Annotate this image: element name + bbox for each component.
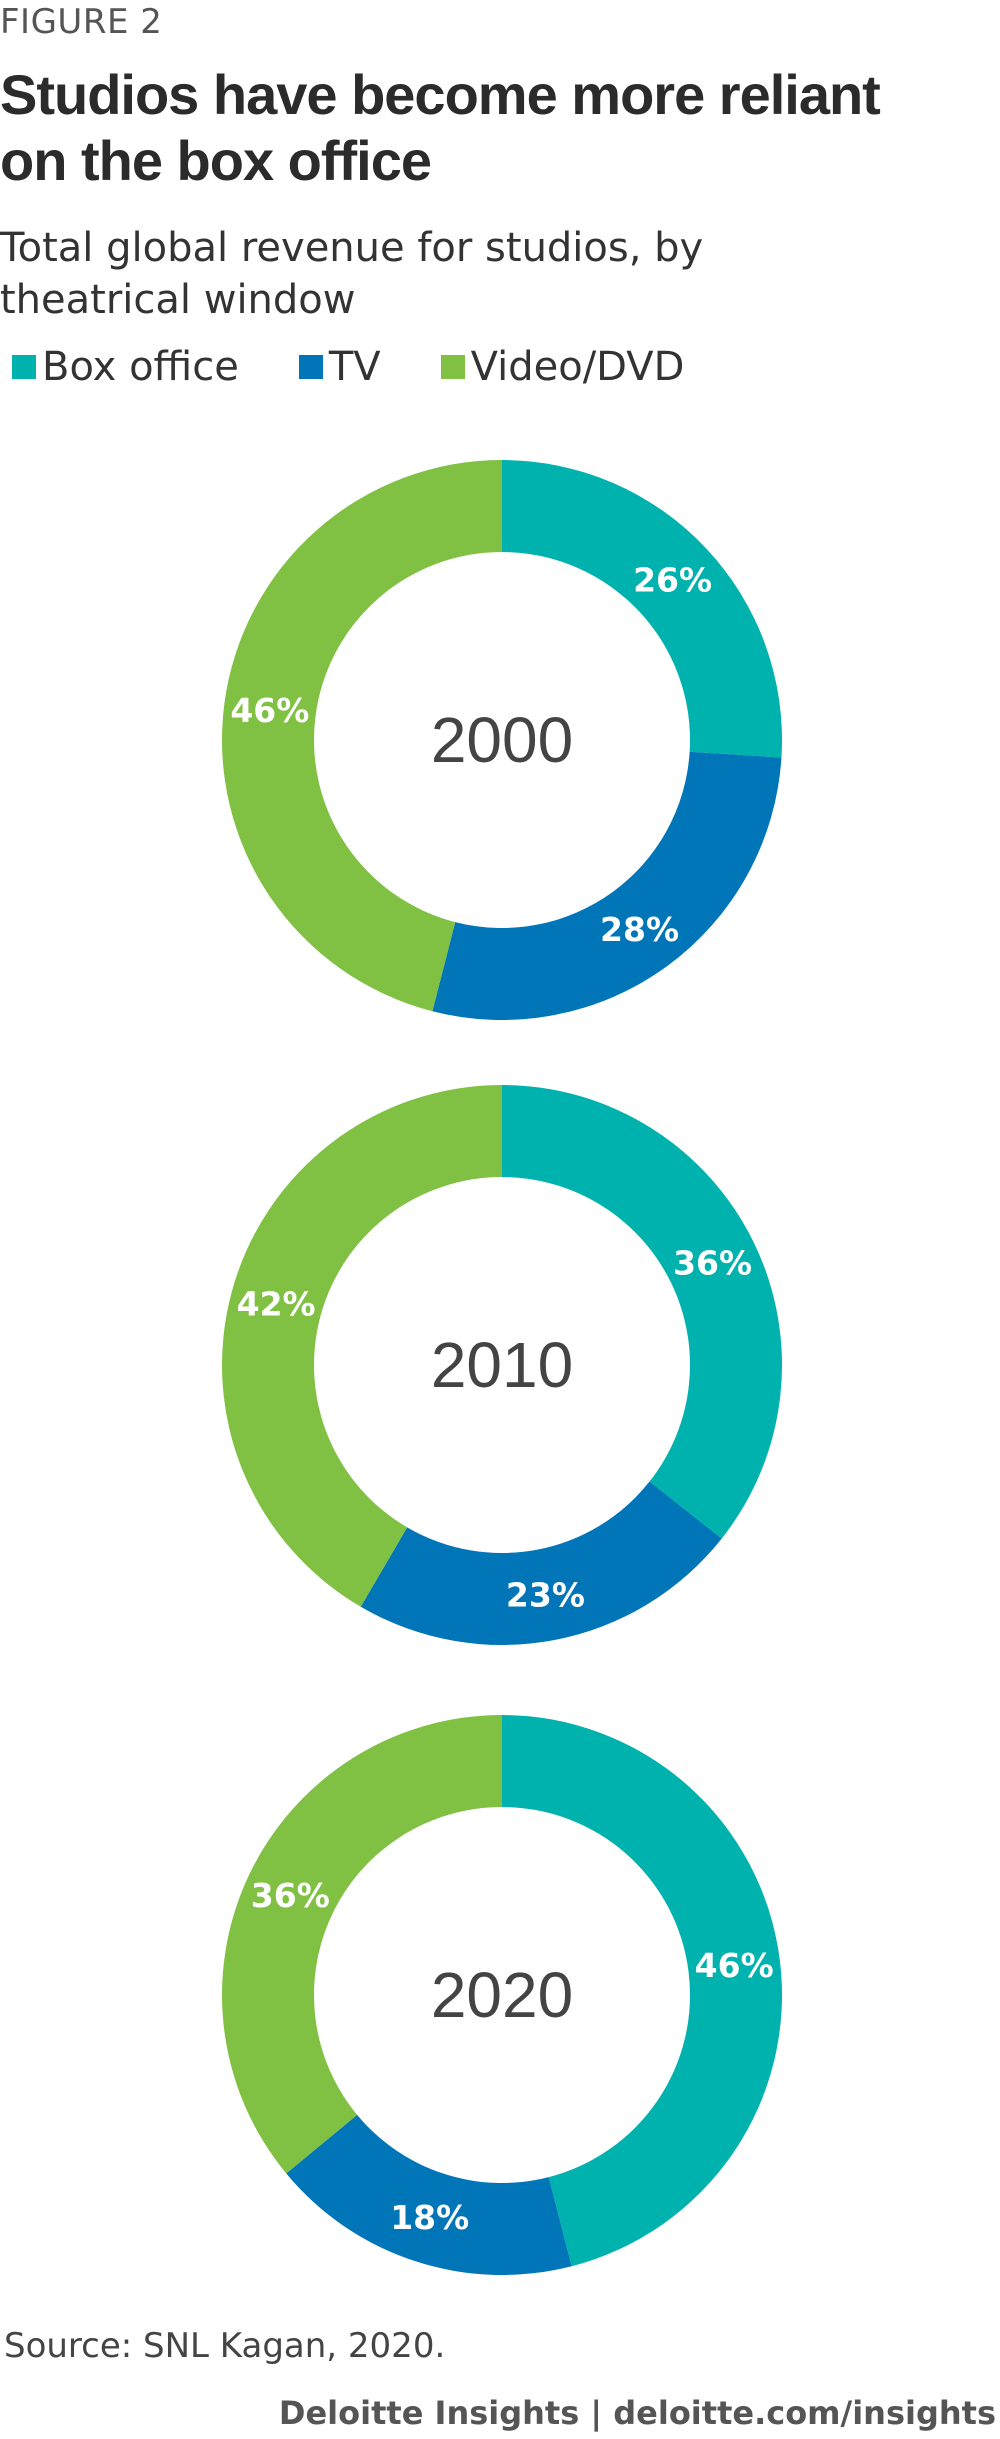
chart-subtitle: Total global revenue for studios, by the… [0, 225, 704, 323]
credit-line: Deloitte Insights | deloitte.com/insight… [278, 2394, 996, 2432]
year-label-2020: 2020 [431, 1959, 573, 2031]
legend-label-box-office: Box office [42, 344, 239, 390]
year-label-2000: 2000 [431, 704, 573, 776]
slice-tv-2000 [432, 751, 782, 1021]
slice-label-box-office-2000: 26% [633, 560, 712, 599]
legend-label-tv: TV [328, 344, 381, 390]
slice-label-tv-2010: 23% [506, 1575, 585, 1614]
slice-box-office-2020 [502, 1715, 782, 2267]
slice-label-video-dvd-2000: 46% [230, 691, 309, 730]
legend-swatch-video-dvd [440, 355, 465, 379]
legend-swatch-box-office [12, 355, 36, 379]
slice-tv-2020 [286, 2114, 572, 2275]
slice-label-video-dvd-2020: 36% [251, 1876, 330, 1915]
legend-item-tv: TV [298, 344, 381, 390]
slice-video-dvd-2020 [222, 1715, 503, 2174]
donut-chart-2000: 26% 28% 46% 2000 [221, 460, 783, 1021]
chart-title: Studios have become more reliant on the … [0, 63, 881, 192]
slice-label-box-office-2020: 46% [695, 1946, 774, 1985]
slice-box-office-2010 [502, 1085, 782, 1539]
source-note: Source: SNL Kagan, 2020. [4, 2326, 446, 2366]
legend-swatch-tv [298, 355, 323, 379]
legend: Box office TV Video/DVD [12, 342, 744, 392]
slice-box-office-2000 [502, 460, 783, 758]
slice-video-dvd-2010 [222, 1085, 502, 1607]
legend-item-box-office: Box office [12, 344, 239, 390]
donut-chart-2020: 46% 18% 36% 2020 [222, 1715, 782, 2275]
figure-label: FIGURE 2 [0, 2, 163, 42]
slice-label-tv-2020: 18% [390, 2198, 469, 2237]
legend-item-video-dvd: Video/DVD [440, 344, 685, 390]
slice-video-dvd-2000 [221, 460, 503, 1012]
donut-chart-2010: 36% 23% 42% 2010 [222, 1085, 782, 1645]
year-label-2010: 2010 [431, 1329, 573, 1401]
slice-label-tv-2000: 28% [600, 910, 679, 949]
slice-label-box-office-2010: 36% [673, 1244, 752, 1283]
slice-label-video-dvd-2010: 42% [237, 1284, 316, 1323]
slice-tv-2010 [360, 1481, 722, 1645]
legend-label-video-dvd: Video/DVD [470, 344, 685, 390]
